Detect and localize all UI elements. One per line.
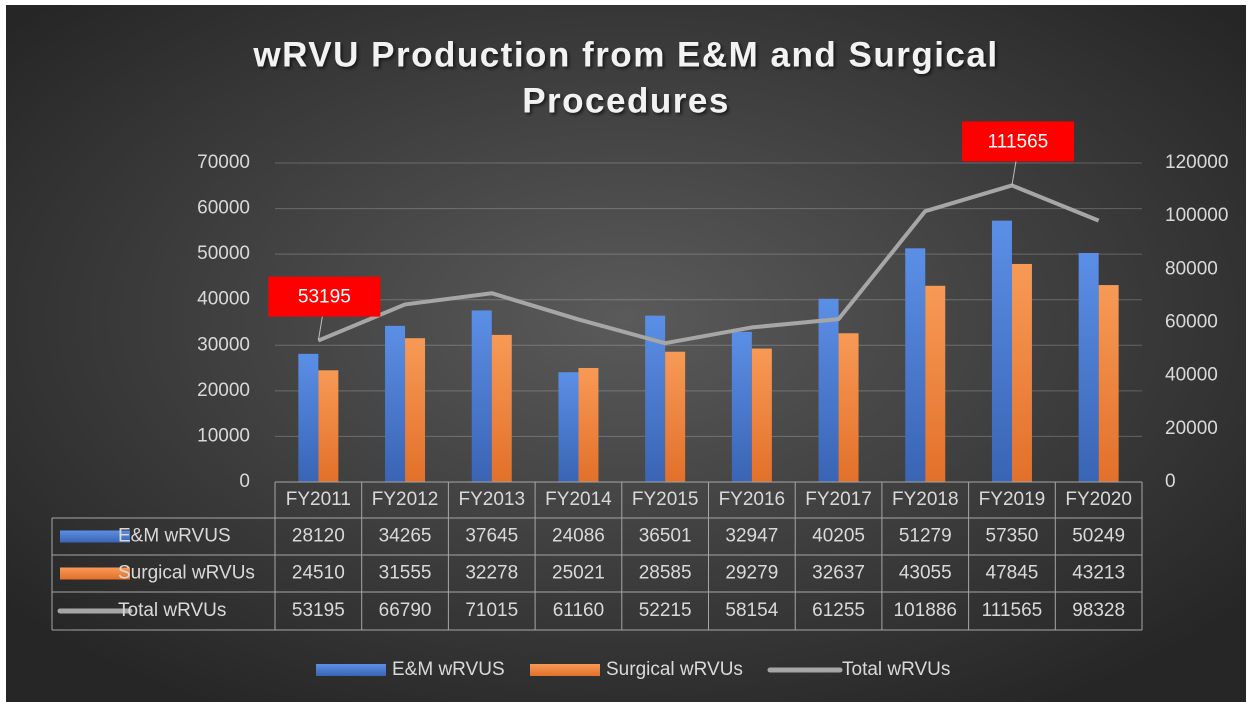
table-row-label: Surgical wRVUs xyxy=(118,563,255,584)
bar xyxy=(751,348,772,482)
table-cell: 53195 xyxy=(292,600,345,621)
line xyxy=(317,183,1100,346)
x-tick-label: FY2012 xyxy=(372,489,439,510)
table-cell: 58154 xyxy=(725,600,778,621)
table-cell: 24086 xyxy=(552,526,605,547)
legend-label: Total wRVUs xyxy=(842,659,950,680)
y-tick-label: 40000 xyxy=(197,289,250,310)
table-cell: 24510 xyxy=(292,563,345,584)
bar xyxy=(1098,285,1119,482)
legend-key xyxy=(60,530,130,543)
table-cell: 34265 xyxy=(379,526,432,547)
chart-title: wRVU Production from E&M and Surgical xyxy=(252,35,998,74)
bar xyxy=(645,315,666,482)
y-tick-label: 20000 xyxy=(197,380,250,401)
x-tick-label: FY2013 xyxy=(458,489,525,510)
x-tick-label: FY2015 xyxy=(632,489,699,510)
bar xyxy=(298,353,319,482)
table-cell: 43055 xyxy=(899,563,952,584)
table-cell: 32637 xyxy=(812,563,865,584)
chart-title: Procedures xyxy=(522,81,730,120)
x-tick-label: FY2011 xyxy=(286,489,351,510)
y2-tick-label: 120000 xyxy=(1165,152,1228,173)
table-cell: 61160 xyxy=(553,600,604,621)
table-cell: 61255 xyxy=(812,600,865,621)
table-cell: 52215 xyxy=(639,600,692,621)
table-cell: 57350 xyxy=(986,526,1039,547)
table-cell: 29279 xyxy=(725,563,778,584)
table-row-label: Total wRVUs xyxy=(118,600,226,621)
x-tick-label: FY2017 xyxy=(805,489,872,510)
bar xyxy=(558,372,579,482)
bar xyxy=(1078,253,1099,482)
bar xyxy=(818,298,839,482)
legend-label: Surgical wRVUs xyxy=(606,659,743,680)
y-tick-label: 30000 xyxy=(197,334,250,355)
table-cell: 101886 xyxy=(894,600,957,621)
x-tick-label: FY2016 xyxy=(719,489,786,510)
table-cell: 32947 xyxy=(725,526,778,547)
leader-line xyxy=(317,316,323,341)
bar xyxy=(385,325,406,482)
table-cell: 66790 xyxy=(379,600,432,621)
table-cell: 28120 xyxy=(292,526,345,547)
table-row-label: E&M wRVUS xyxy=(118,526,231,547)
table-cell: 28585 xyxy=(639,563,692,584)
chart-background xyxy=(6,5,1246,702)
bar xyxy=(405,338,426,482)
table-cell: 40205 xyxy=(812,526,865,547)
bar xyxy=(905,248,926,482)
bar xyxy=(665,351,686,482)
data-label: 111565 xyxy=(988,131,1049,152)
data-label: 53195 xyxy=(298,287,351,308)
bar xyxy=(925,285,946,482)
y2-tick-label: 40000 xyxy=(1165,365,1218,386)
x-tick-label: FY2020 xyxy=(1065,489,1132,510)
bar xyxy=(991,220,1012,482)
y2-tick-label: 80000 xyxy=(1165,258,1218,279)
table-cell: 31555 xyxy=(379,563,432,584)
y-tick-label: 60000 xyxy=(197,198,250,219)
table-cell: 32278 xyxy=(465,563,518,584)
y2-tick-label: 0 xyxy=(1165,471,1176,492)
legend-key xyxy=(530,664,600,676)
table-cell: 98328 xyxy=(1072,600,1125,621)
table-cell: 47845 xyxy=(986,563,1039,584)
y2-tick-label: 100000 xyxy=(1165,205,1228,226)
table-cell: 25021 xyxy=(552,563,605,584)
legend-label: E&M wRVUS xyxy=(392,659,505,680)
y-tick-label: 70000 xyxy=(197,152,250,173)
y2-tick-label: 20000 xyxy=(1165,418,1218,439)
x-tick-label: FY2019 xyxy=(979,489,1046,510)
data-label-box xyxy=(961,121,1074,162)
x-tick-label: FY2014 xyxy=(545,489,612,510)
x-tick-label: FY2018 xyxy=(892,489,959,510)
bar xyxy=(838,333,859,482)
bar xyxy=(318,370,339,482)
bar xyxy=(1011,263,1032,482)
table-cell: 37645 xyxy=(465,526,518,547)
y-tick-label: 10000 xyxy=(197,425,250,446)
leader-line xyxy=(1011,161,1017,186)
table-cell: 111565 xyxy=(982,600,1043,621)
bar xyxy=(491,334,512,482)
table-cell: 71015 xyxy=(465,600,518,621)
legend-key xyxy=(316,664,386,676)
y-tick-label: 0 xyxy=(239,471,250,492)
table-cell: 43213 xyxy=(1072,563,1125,584)
data-label-box xyxy=(268,276,381,317)
bar xyxy=(471,310,492,482)
bar xyxy=(578,367,599,482)
table-cell: 51279 xyxy=(899,526,952,547)
table-cell: 36501 xyxy=(639,526,692,547)
y2-tick-label: 60000 xyxy=(1165,312,1218,333)
bar xyxy=(731,331,752,482)
table-cell: 50249 xyxy=(1072,526,1125,547)
legend-key xyxy=(60,567,130,580)
y-tick-label: 50000 xyxy=(197,243,250,264)
